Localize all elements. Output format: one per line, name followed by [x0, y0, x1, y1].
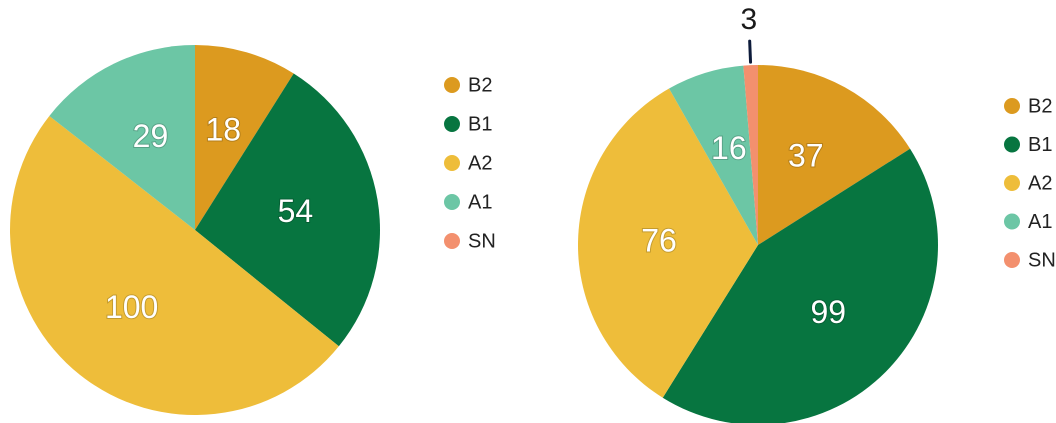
pie-slice — [195, 73, 380, 347]
legend-label: B2 — [468, 74, 492, 96]
legend-label: A1 — [1028, 211, 1052, 233]
legend-swatch — [444, 155, 460, 171]
legend-label: SN — [468, 230, 496, 252]
legend-label: B1 — [468, 113, 492, 135]
legend-swatch — [1004, 213, 1020, 230]
legend-swatch — [1004, 175, 1020, 191]
legend-swatch — [444, 233, 460, 249]
pie-slice — [758, 65, 911, 245]
legend-label: A2 — [468, 152, 492, 174]
data-label: 100 — [105, 289, 158, 325]
legend-swatch — [444, 116, 460, 132]
legend-swatch — [1004, 252, 1020, 268]
pie-slice — [669, 65, 758, 245]
legend-label: SN — [1028, 249, 1056, 271]
data-label: 37 — [788, 138, 824, 174]
pie-slice — [578, 88, 758, 398]
data-label: 16 — [711, 130, 747, 166]
pie-slice — [743, 65, 758, 245]
legend-label: A1 — [468, 191, 492, 213]
data-label: 29 — [133, 118, 169, 154]
legend-label: B2 — [1028, 95, 1052, 117]
data-label: 3 — [741, 3, 758, 36]
pie-slice — [662, 148, 938, 423]
legend-swatch — [444, 77, 460, 93]
pie-slice — [9, 115, 339, 416]
legend-swatch — [1004, 98, 1020, 114]
leader-line — [748, 39, 753, 64]
legend-swatch — [1004, 136, 1020, 153]
legend-label: A2 — [1028, 172, 1052, 194]
legend-swatch — [444, 194, 460, 210]
legend-label: B1 — [1028, 134, 1052, 156]
data-label: 76 — [641, 222, 677, 258]
data-label: 99 — [810, 294, 846, 330]
pie-slice — [195, 45, 294, 230]
data-label: 54 — [278, 193, 314, 229]
data-label: 18 — [205, 112, 241, 148]
pie-slice — [49, 45, 196, 230]
